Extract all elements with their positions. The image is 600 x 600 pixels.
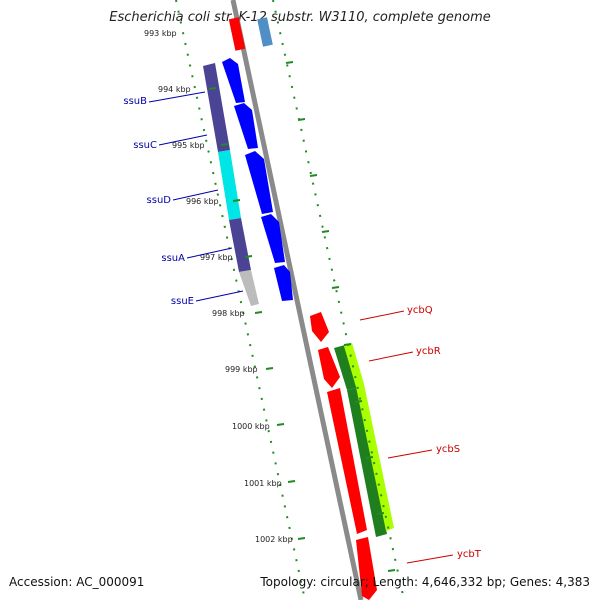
genome-backbone <box>230 0 364 600</box>
tick-label-1002: 1002 kbp <box>255 535 293 544</box>
genome-summary: Topology: circular; Length: 4,646,332 bp… <box>260 575 590 589</box>
tick-label-999: 999 kbp <box>225 365 258 374</box>
gene-label-ycbQ[interactable]: ycbQ <box>407 305 433 316</box>
gene-label-ssuC[interactable]: ssuC <box>133 140 157 151</box>
left-label-leaders <box>148 91 244 302</box>
tick-label-1000: 1000 kbp <box>232 422 270 431</box>
tick-label-993: 993 kbp <box>144 29 177 38</box>
tick-label-1001: 1001 kbp <box>244 479 282 488</box>
gene-label-ssuA[interactable]: ssuA <box>161 253 185 264</box>
forward-genes[interactable] <box>222 58 293 301</box>
genome-title: Escherichia coli str. K-12 substr. W3110… <box>109 10 491 25</box>
gene-label-ycbT[interactable]: ycbT <box>457 549 482 560</box>
tick-label-998: 998 kbp <box>212 309 245 318</box>
major-tick-marks <box>208 61 396 572</box>
gene-label-ycbS[interactable]: ycbS <box>436 444 460 455</box>
tick-label-995: 995 kbp <box>172 141 205 150</box>
gene-label-ssuB[interactable]: ssuB <box>123 96 147 107</box>
left-feature-column <box>203 63 259 306</box>
gene-top-red[interactable] <box>228 17 246 51</box>
tick-label-994: 994 kbp <box>158 85 191 94</box>
gene-label-ycbR[interactable]: ycbR <box>416 346 441 357</box>
gene-label-ssuE[interactable]: ssuE <box>171 296 194 307</box>
gene-top-blue[interactable] <box>257 17 273 47</box>
tick-label-997: 997 kbp <box>200 253 233 262</box>
accession-label: Accession: AC_000091 <box>9 575 145 589</box>
tick-label-996: 996 kbp <box>186 197 219 206</box>
right-label-leaders <box>359 310 454 564</box>
gene-label-ssuD[interactable]: ssuD <box>147 195 172 206</box>
reverse-genes[interactable] <box>310 312 377 600</box>
